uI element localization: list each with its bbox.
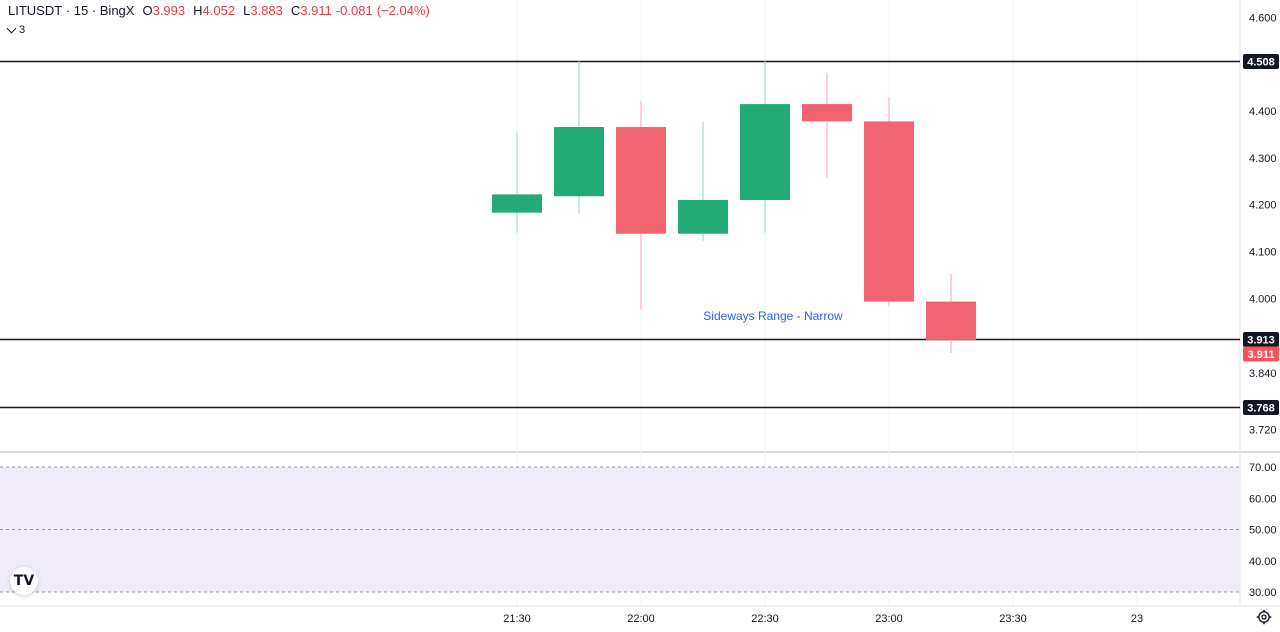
level-price-tag — [1243, 332, 1279, 347]
candle-body — [926, 301, 976, 340]
indicator-tick-label: 70.00 — [1249, 462, 1277, 474]
time-tick-label: 21:30 — [503, 613, 531, 625]
tradingview-logo-icon[interactable]: TV — [10, 567, 38, 595]
candle-body — [864, 121, 914, 302]
level-price-tag — [1243, 400, 1279, 415]
time-tick-label: 22:30 — [751, 613, 779, 625]
price-tick-label: 4.600 — [1249, 13, 1277, 25]
candle-body — [616, 127, 666, 234]
price-tick-label: 4.200 — [1249, 200, 1277, 212]
price-tick-label: 4.400 — [1249, 106, 1277, 118]
legend-low: L3.883 — [243, 3, 283, 18]
time-tick-label: 23 — [1131, 613, 1143, 625]
legend-change-pct: (−2.04%) — [376, 3, 430, 18]
indicator-count: 3 — [19, 24, 26, 36]
level-price-tag-text: 3.768 — [1247, 403, 1275, 415]
candle-body — [492, 194, 542, 213]
price-tick-label: 3.840 — [1249, 368, 1277, 380]
level-price-tag-text: 3.913 — [1247, 335, 1275, 347]
time-tick-label: 22:00 — [627, 613, 655, 625]
level-price-tag — [1243, 54, 1279, 69]
candle-body — [740, 104, 790, 201]
legend-high: H4.052 — [193, 3, 236, 18]
indicator-tick-label: 30.00 — [1249, 587, 1277, 599]
indicator-tick-label: 40.00 — [1249, 556, 1277, 568]
candle-body — [554, 127, 604, 197]
price-tick-label: 4.000 — [1249, 293, 1277, 305]
time-tick-label: 23:30 — [999, 613, 1027, 625]
gear-icon[interactable] — [1256, 609, 1272, 625]
legend-dot: · — [88, 3, 100, 18]
chevron-down-icon — [6, 23, 17, 33]
last-price-tag-text: 3.911 — [1248, 349, 1275, 361]
candle-body — [678, 200, 728, 234]
indicator-collapse-toggle[interactable]: 3 — [6, 23, 26, 36]
price-tick-label: 4.300 — [1249, 153, 1277, 165]
legend-close: C3.911 — [290, 3, 332, 18]
legend-change: -0.081 — [335, 3, 373, 18]
legend-interval: 15 — [73, 3, 89, 18]
indicator-tick-label: 50.00 — [1249, 525, 1277, 537]
indicator-tick-label: 60.00 — [1249, 493, 1277, 505]
legend-open: O3.993 — [142, 3, 186, 18]
price-tick-label: 4.100 — [1249, 246, 1277, 258]
level-price-tag-text: 4.508 — [1247, 57, 1275, 69]
legend-dot: · — [62, 3, 74, 18]
price-tick-label: 3.720 — [1249, 424, 1277, 436]
legend-symbol: LITUSDT — [8, 3, 63, 18]
symbol-legend[interactable]: LITUSDT · 15 · BingX O3.993 H4.052 L3.88… — [8, 3, 430, 18]
candle-body — [802, 104, 852, 122]
time-tick-label: 23:00 — [875, 613, 903, 625]
legend-exchange: BingX — [99, 3, 135, 18]
last-price-tag — [1243, 346, 1279, 362]
range-annotation: Sideways Range - Narrow — [703, 309, 843, 323]
